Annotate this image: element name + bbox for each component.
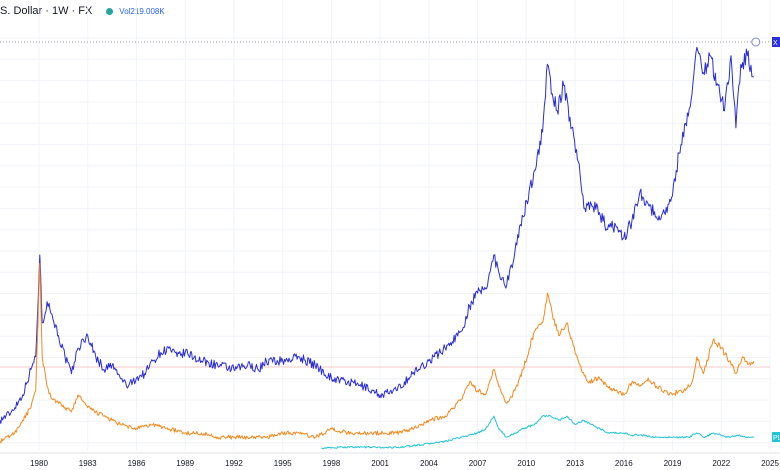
chart-legend: S. Dollar · 1W · FX Vol219.008K: [0, 2, 165, 20]
x-tick-label: 2013: [566, 459, 584, 468]
x-tick-label: 2001: [371, 459, 389, 468]
cyan-price-tag-label: PL: [773, 435, 780, 442]
x-tick-label: 2022: [712, 459, 730, 468]
x-tick-label: 1983: [79, 459, 97, 468]
x-tick-label: 2004: [420, 459, 438, 468]
series-line-0: [0, 46, 754, 424]
series-line-2: [321, 414, 755, 450]
x-tick-label: 2007: [469, 459, 487, 468]
x-tick-label: 2019: [664, 459, 682, 468]
last-price-marker[interactable]: [751, 37, 761, 47]
cyan-price-tag: PL: [772, 432, 780, 442]
x-tick-label: 1995: [274, 459, 292, 468]
x-tick-label: 1986: [128, 459, 146, 468]
x-tick-label: 2025: [761, 459, 779, 468]
x-tick-label: 1989: [176, 459, 194, 468]
blue-price-tag-box: [772, 37, 780, 47]
series-line-1: [0, 262, 755, 444]
x-tick-label: 2016: [615, 459, 633, 468]
cyan-price-tag-box: [772, 432, 780, 442]
volume-value: 219.008K: [130, 6, 165, 16]
blue-price-tag: X: [772, 37, 780, 47]
blue-price-tag-label: X: [773, 40, 778, 47]
x-tick-label: 1998: [323, 459, 341, 468]
x-tick-label: 2010: [517, 459, 535, 468]
x-tick-label: 1992: [225, 459, 243, 468]
volume-readout: Vol219.008K: [119, 7, 164, 16]
x-tick-label: 1980: [30, 459, 48, 468]
volume-label: Vol: [119, 6, 131, 16]
market-status-dot-icon: [106, 7, 114, 15]
symbol-title[interactable]: S. Dollar · 1W · FX: [0, 5, 93, 17]
